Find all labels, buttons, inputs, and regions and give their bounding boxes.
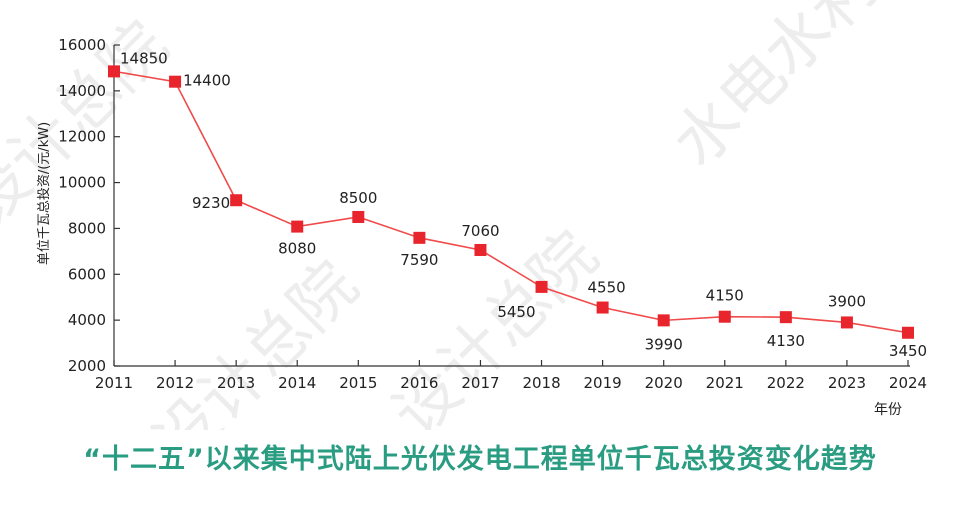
y-tick-label: 4000 — [68, 311, 106, 329]
data-label: 14400 — [183, 72, 231, 90]
x-tick-label: 2020 — [645, 374, 683, 392]
y-tick-label: 10000 — [58, 174, 106, 192]
data-label: 4130 — [767, 332, 805, 350]
data-point-marker — [596, 301, 609, 314]
data-point-marker — [902, 326, 914, 339]
data-label: 8500 — [339, 189, 377, 207]
data-point-marker — [535, 280, 548, 293]
x-tick-label: 2019 — [584, 374, 622, 392]
data-label: 5450 — [497, 303, 535, 321]
data-label: 8080 — [278, 240, 316, 258]
data-point-marker — [413, 231, 426, 244]
data-point-marker — [779, 311, 792, 324]
line-chart: 设计总院 水电水利设计总院设计总院200040006000800010000120… — [0, 0, 927, 430]
data-label: 9230 — [192, 194, 230, 212]
data-label: 7590 — [400, 251, 438, 269]
watermark: 设计总院 — [379, 218, 612, 430]
y-tick-label: 6000 — [68, 265, 106, 283]
data-label: 4150 — [706, 287, 744, 305]
watermark: 水电水利 — [659, 0, 892, 181]
x-tick-label: 2018 — [522, 374, 560, 392]
x-tick-label: 2017 — [461, 374, 499, 392]
chart-title: “十二五”以来集中式陆上光伏发电工程单位千瓦总投资变化趋势 — [83, 444, 877, 475]
data-label: 3450 — [889, 342, 927, 360]
y-axis-label: 单位千瓦总投资/(元/kW) — [36, 122, 52, 265]
data-point-marker — [291, 220, 304, 233]
data-label: 7060 — [461, 222, 499, 240]
x-tick-label: 2012 — [156, 374, 194, 392]
watermark: 设计总院 — [139, 248, 372, 430]
data-point-marker — [230, 194, 243, 207]
y-tick-label: 12000 — [58, 128, 106, 146]
x-tick-label: 2024 — [889, 374, 927, 392]
x-tick-label: 2011 — [95, 374, 133, 392]
x-tick-label: 2013 — [217, 374, 255, 392]
series-line — [113, 70, 909, 334]
data-label: 3900 — [828, 292, 866, 310]
x-tick-label: 2023 — [828, 374, 866, 392]
x-axis-label: 年份 — [874, 402, 902, 418]
data-point-marker — [352, 210, 365, 223]
data-point-marker — [840, 316, 853, 329]
x-tick-label: 2014 — [278, 374, 316, 392]
data-point-marker — [718, 310, 731, 323]
data-point-marker — [657, 314, 670, 327]
x-tick-label: 2022 — [767, 374, 805, 392]
data-point-marker — [474, 243, 487, 256]
y-tick-label: 8000 — [68, 219, 106, 237]
y-tick-label: 14000 — [58, 82, 106, 100]
data-label: 4550 — [588, 279, 626, 297]
data-label: 14850 — [120, 49, 168, 67]
data-label: 3990 — [645, 335, 683, 353]
y-tick-label: 16000 — [58, 36, 106, 54]
data-point-marker — [108, 65, 120, 78]
data-point-marker — [169, 75, 182, 88]
x-tick-label: 2015 — [339, 374, 377, 392]
y-tick-label: 2000 — [68, 357, 106, 375]
x-tick-label: 2016 — [400, 374, 438, 392]
x-tick-label: 2021 — [706, 374, 744, 392]
